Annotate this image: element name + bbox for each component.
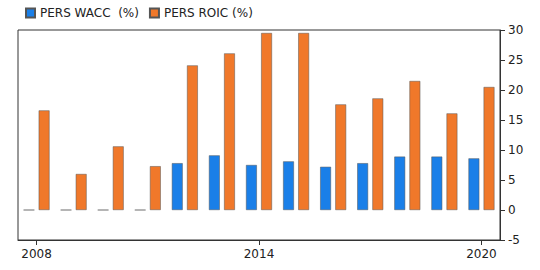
svg-text:2014: 2014 [244,247,275,261]
svg-text:15: 15 [508,113,523,127]
svg-text:0: 0 [508,203,516,217]
svg-text:10: 10 [508,143,523,157]
svg-text:30: 30 [508,23,523,37]
svg-text:PERS ROIC (%): PERS ROIC (%) [164,6,253,20]
svg-text:2020: 2020 [466,247,497,261]
svg-text:2008: 2008 [21,247,52,261]
svg-text:25: 25 [508,53,523,67]
svg-text:5: 5 [508,173,516,187]
svg-text:PERS WACC (%): PERS WACC (%) [40,6,139,20]
svg-text:-5: -5 [508,233,520,247]
svg-text:20: 20 [508,83,523,97]
